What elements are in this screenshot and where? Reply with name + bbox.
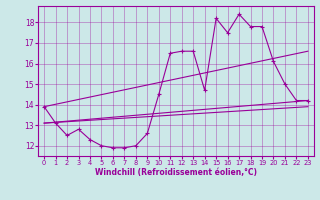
X-axis label: Windchill (Refroidissement éolien,°C): Windchill (Refroidissement éolien,°C) [95,168,257,177]
